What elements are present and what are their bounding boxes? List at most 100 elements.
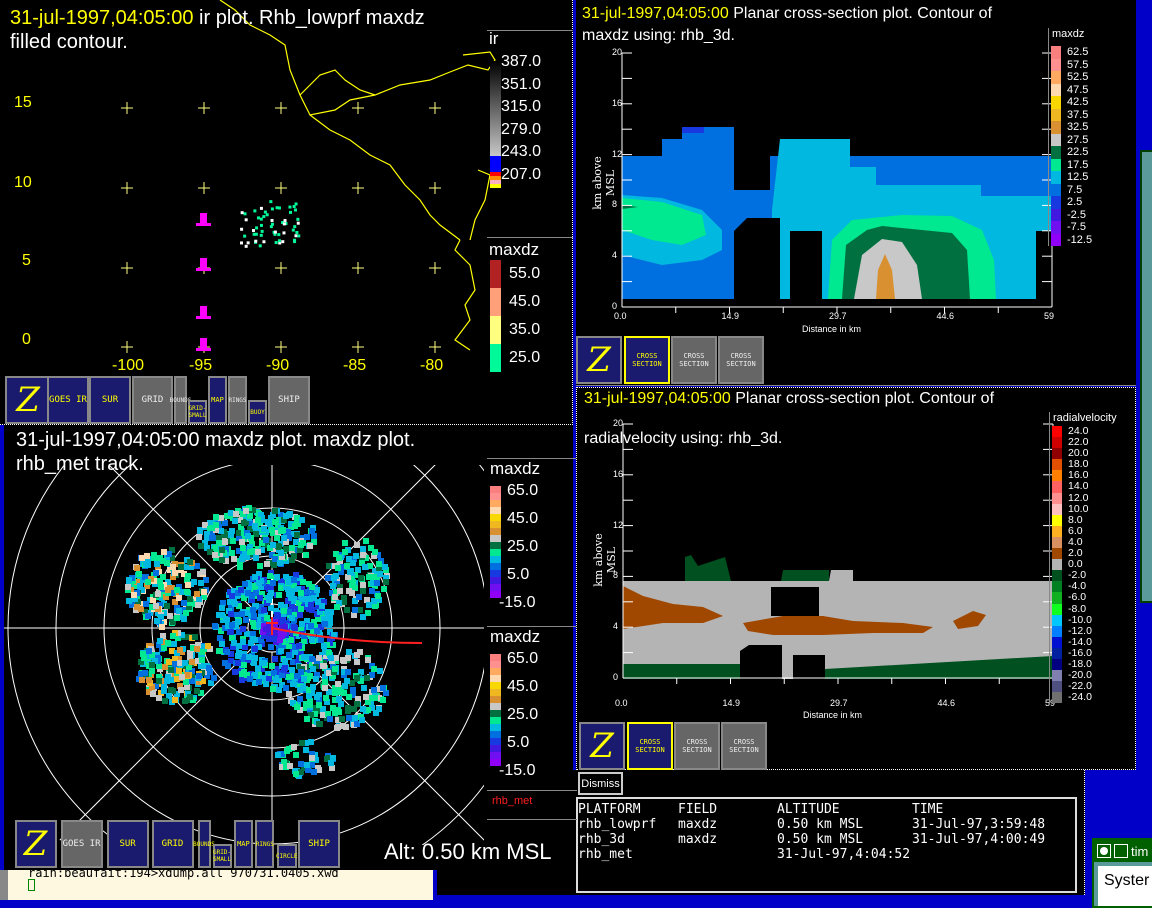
echo-pixel [141,655,147,661]
echo-pixel [331,575,337,581]
velocity-xsec-plot [622,423,1054,689]
echo-pixel [153,570,159,576]
maxdz-xsec-window[interactable]: 31-jul-1997,04:05:00 Planar cross-sectio… [576,0,1136,386]
zeb-button[interactable]: Z [14,820,57,868]
echo-pixel [194,688,200,694]
window-iconify-icon[interactable] [1114,844,1128,858]
echo-pixel [174,676,180,682]
cross-section-button[interactable]: CROSS SECTION [721,722,767,770]
echo-pixel [301,638,307,644]
circle-button[interactable]: CIRCLE [276,844,298,868]
velocity-xsec-window[interactable]: 31-jul-1997,04:05:00 Planar cross-sectio… [576,387,1136,770]
echo-pixel [294,202,298,206]
echo-pixel [265,519,271,525]
echo-pixel [375,593,381,599]
echo-pixel [313,676,319,682]
side-window[interactable]: tim Syster [1092,838,1152,908]
colorbar-swatch [1052,481,1062,493]
echo-pixel [315,765,321,771]
ship-button[interactable]: SHIP [268,376,310,424]
y-tick-label: 8 [612,199,618,210]
echo-pixel [169,677,175,683]
echo-pixel [244,218,248,222]
x-tick-label: 29.7 [830,698,848,708]
zeb-button[interactable]: Z [579,722,625,770]
echo-pixel [308,712,314,718]
ir-plot-window[interactable]: 31-jul-1997,04:05:00 ir plot. Rhb_lowprf… [0,0,573,425]
cell-altitude: 0.50 km MSL [777,832,864,847]
grid-button[interactable]: GRID [132,376,173,424]
colorbar-swatch [1052,514,1062,526]
echo-pixel [167,613,173,619]
echo-pixel [232,669,238,675]
echo-pixel [159,592,165,598]
echo-pixel [185,582,191,588]
x-tick-label: 59 [1044,311,1055,321]
echo-pixel [154,561,160,567]
cross-section-button[interactable]: CROSS SECTION [671,336,717,384]
colorbar-entry: 16.0 [1052,470,1135,482]
echo-pixel [367,563,373,569]
echo-pixel [277,206,281,210]
bounds-button[interactable]: BOUNDS [170,376,191,424]
dismiss-button[interactable]: Dismiss [578,772,623,795]
echo-pixel [303,701,309,707]
echo-pixel [258,612,264,618]
echo-pixel [178,564,184,570]
cross-section-button[interactable]: CROSS SECTION [718,336,764,384]
echo-pixel [270,207,274,211]
surface-button[interactable]: SUR [106,820,149,868]
echo-pixel [249,597,255,603]
echo-pixel [219,641,225,647]
grid-small-button[interactable]: GRID-SMALL [212,844,232,868]
echo-pixel [255,666,261,672]
zeb-button[interactable]: Z [576,336,622,384]
echo-pixel [330,755,336,761]
echo-pixel [380,697,386,703]
lon-label: -95 [189,357,213,374]
echo-pixel [157,602,163,608]
window-menu-icon[interactable] [1097,844,1111,858]
echo-pixel [247,513,253,519]
ship-button[interactable]: SHIP [298,820,341,868]
echo-pixel [286,652,292,658]
echo-pixel [354,721,360,727]
radar-plot-window[interactable]: 31-jul-1997,04:05:00 maxdz plot. maxdz p… [0,425,577,870]
echo-pixel [321,616,327,622]
background-window[interactable] [1140,150,1152,603]
echo-pixel [332,666,338,672]
cell-field: maxdz [678,817,718,832]
coastline [219,0,496,351]
cross-section-button[interactable]: CROSS SECTION [624,336,670,384]
echo-pixel [232,601,238,607]
echo-pixel [261,607,267,613]
grid-button[interactable]: GRID [151,820,194,868]
cross-section-button[interactable]: CROSS SECTION [627,722,673,770]
echo-pixel [219,605,225,611]
echo-pixel [170,574,176,580]
zeb-button[interactable]: Z [5,376,51,424]
goes-ir-button[interactable]: GOES IR [60,820,103,868]
surface-button[interactable]: SUR [89,376,131,424]
colorbar-swatch [1051,121,1061,134]
terminal-window[interactable]: rain:beaufait:194>xdump.all 970731.0405.… [0,867,433,900]
echo-pixel [238,587,244,593]
echo-pixel [145,579,151,585]
echo-pixel [244,672,250,678]
echo-pixel [164,603,170,609]
echo-pixel [249,593,255,599]
echo-pixel [174,691,180,697]
goes-ir-button[interactable]: GOES IR [47,376,89,424]
echo-pixel [194,591,200,597]
rings-button[interactable]: RINGS [228,376,247,424]
rings-button[interactable]: RINGS [255,820,275,868]
map-button[interactable]: MAP [233,820,253,868]
buoy-button[interactable]: BUOY [248,400,267,424]
cross-section-button[interactable]: CROSS SECTION [674,722,720,770]
colorbar-entry: 57.5 [1051,58,1136,71]
map-button[interactable]: MAP [208,376,227,424]
grid-small-button[interactable]: GRID-SMALL [188,400,207,424]
title-timestamp: 31-jul-1997,04:05:00 [16,429,200,451]
colorbar-entry: 2.0 [1052,547,1135,560]
bounds-button[interactable]: BOUNDS [193,820,215,868]
